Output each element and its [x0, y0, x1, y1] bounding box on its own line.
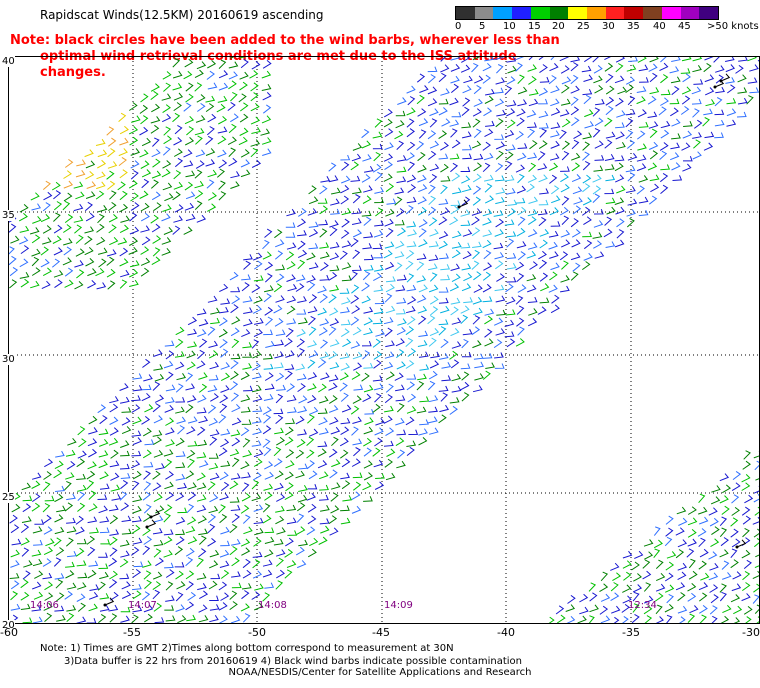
- longitude-label: -60: [0, 626, 18, 639]
- longitude-label: -40: [497, 626, 515, 639]
- latitude-label: 25: [2, 492, 15, 503]
- colorbar-label: 40: [653, 21, 666, 32]
- colorbar-swatch: [474, 7, 494, 19]
- latitude-label: 35: [2, 210, 15, 221]
- colorbar-swatch: [699, 7, 719, 19]
- longitude-label: -35: [622, 626, 640, 639]
- colorbar-label: 10: [503, 21, 516, 32]
- colorbar-swatch: [624, 7, 644, 19]
- colorbar-swatch: [568, 7, 588, 19]
- swath-time-label: 12:34: [628, 600, 657, 611]
- colorbar-swatch: [643, 7, 662, 19]
- colorbar-label: 30: [602, 21, 615, 32]
- wind-barb-plot: [9, 57, 759, 623]
- footnote-line-2: 3)Data buffer is 22 hrs from 20160619 4)…: [64, 656, 522, 667]
- colorbar-label: 5: [479, 21, 486, 32]
- swath-time-label: 14:07: [128, 600, 157, 611]
- credit-line: NOAA/NESDIS/Center for Satellite Applica…: [228, 667, 532, 678]
- longitude-label: -55: [123, 626, 141, 639]
- colorbar-label: 15: [528, 21, 541, 32]
- colorbar-swatch: [549, 7, 569, 19]
- map-title: Rapidscat Winds(12.5KM) 20160619 ascendi…: [40, 8, 324, 22]
- footnote: Note: 1) Times are GMT 2)Times along bot…: [40, 642, 522, 668]
- colorbar-swatch: [680, 7, 700, 19]
- colorbar-swatch: [456, 7, 475, 19]
- note-line-1: Note: black circles have been added to t…: [10, 33, 560, 48]
- latitude-label: 30: [2, 354, 15, 365]
- latitude-label: 20: [2, 620, 15, 631]
- colorbar-label: >50 knots: [707, 21, 759, 32]
- colorbar-swatch: [661, 7, 681, 19]
- latitude-label: 40: [2, 56, 15, 67]
- colorbar-label: 25: [577, 21, 590, 32]
- footnote-line-1: Note: 1) Times are GMT 2)Times along bot…: [40, 643, 454, 654]
- colorbar-label: 20: [552, 21, 565, 32]
- colorbar-swatch: [605, 7, 625, 19]
- colorbar-label: 45: [678, 21, 691, 32]
- swath-time-label: 14:06: [30, 600, 59, 611]
- colorbar-label: 0: [455, 21, 462, 32]
- colorbar-swatch: [493, 7, 513, 19]
- wind-barbs: [9, 57, 759, 623]
- colorbar-label: 35: [627, 21, 640, 32]
- graticule: [9, 57, 759, 623]
- wind-map: [8, 56, 760, 624]
- longitude-label: -45: [372, 626, 390, 639]
- longitude-label: -30: [742, 626, 760, 639]
- swath-time-label: 14:09: [384, 600, 413, 611]
- swath-time-label: 14:08: [258, 600, 287, 611]
- colorbar-swatch: [587, 7, 606, 19]
- longitude-label: -50: [248, 626, 266, 639]
- colorbar-swatch: [530, 7, 550, 19]
- wind-speed-colorbar: [455, 6, 719, 20]
- colorbar-swatch: [512, 7, 531, 19]
